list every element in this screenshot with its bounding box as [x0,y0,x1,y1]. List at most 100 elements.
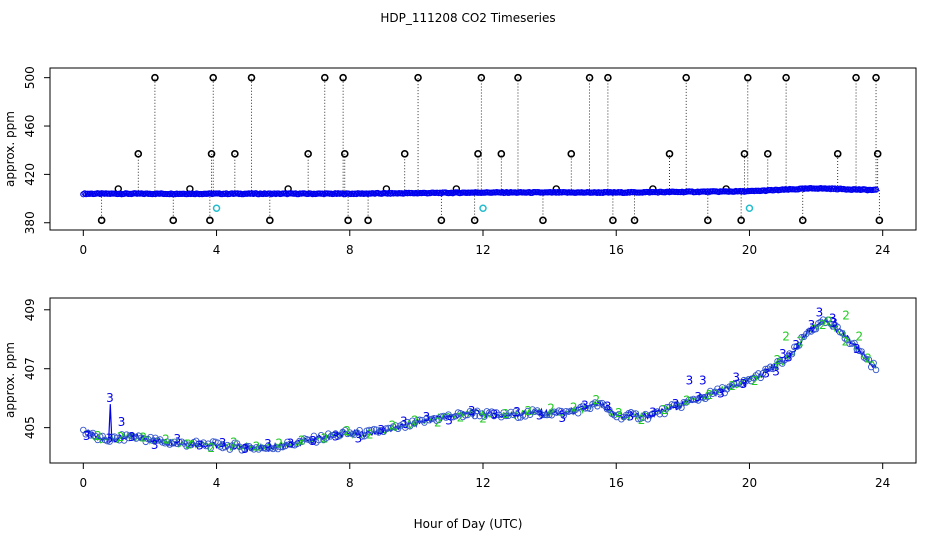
mid-outlier-point [400,150,409,158]
series-2-label: 2 [842,309,850,323]
bottom-series-point [310,432,318,440]
top-x-tick-label: 12 [475,243,490,257]
series-2-label: 2 [479,412,487,426]
bottom-series-point [413,416,421,424]
series-2-label: 2 [706,388,714,402]
bottom-series-point [634,415,642,423]
bottom-series-point [277,443,284,451]
top-y-tick-label: 460 [23,115,37,138]
bottom-series-point [541,411,548,419]
bottom-series-point [209,438,217,445]
bottom-series-point [788,350,796,358]
series-2-label: 2 [298,433,306,447]
top-x-tick-label: 4 [213,243,221,257]
mid-outlier-point [873,150,882,158]
series-3-label: 3 [853,342,861,356]
high-outlier-point [414,73,422,82]
series-2-label: 2 [819,318,827,332]
high-outlier-point [604,73,612,82]
high-outlier-point [682,73,690,82]
high-outlier-point [209,73,218,82]
high-outlier-point [151,73,159,82]
series-3-label: 3 [816,306,824,320]
bottom-series-point [812,325,820,333]
series-2-label: 2 [683,394,691,408]
bottom-series-point [481,413,488,420]
high-outlier-point [477,73,486,82]
high-outlier-point [782,73,790,82]
high-outlier-point [852,73,860,82]
bottom-series-point [512,407,519,415]
series-3-label: 3 [732,371,740,385]
series-3-label: 3 [581,398,589,412]
series-2-label: 2 [321,431,329,445]
mid-outlier-point [567,150,576,158]
series-3-label: 3 [355,431,363,445]
bottom-series-point [670,401,678,408]
series-3-label: 3 [468,404,476,418]
bottom-y-tick-label: 405 [23,416,37,439]
series-2-label: 2 [638,413,646,427]
series-3-label: 3 [332,430,340,444]
series-3-label: 3 [717,386,725,400]
high-outlier-point [247,73,256,82]
mid-outlier-point [763,150,772,158]
series-3-label: 3 [604,399,612,413]
high-outlier-point [872,73,880,82]
bottom-series-point [630,410,637,417]
bottom-series-point [447,414,455,421]
bottom-series-point [108,433,116,441]
series-3-label: 3 [626,410,634,424]
top-x-tick-label: 24 [875,243,890,257]
series-2-label: 2 [547,402,555,416]
bottom-series-point [834,323,841,331]
bottom-series-point [502,412,510,420]
series-3-label: 3 [559,411,567,425]
low-outlier-point [206,216,214,225]
mid-outlier-point [340,150,349,158]
low-outlier-point [798,216,807,225]
series-3-label: 3 [672,397,680,411]
series-3-label: 3 [699,374,707,388]
bottom-series-point [786,350,793,357]
bottom-series-point [257,444,265,452]
bottom-series-point [308,438,315,445]
top-y-tick-label: 380 [23,211,37,234]
bottom-series-point [582,405,589,412]
bottom-series-point [678,404,685,411]
series-2-label: 2 [751,374,759,388]
high-outlier-point [585,73,594,82]
bottom-series-point [462,412,469,419]
bottom-series-point [365,426,373,434]
bottom-series-point [642,410,649,418]
series-2-label: 2 [728,379,736,393]
series-3-label: 3 [106,432,114,446]
bottom-series-point [382,425,390,432]
bottom-x-tick-label: 20 [742,476,757,490]
series-2-label: 2 [94,429,102,443]
high-outlier-point [320,73,329,82]
bottom-series-point [632,410,640,417]
bottom-series-point [137,434,145,442]
series-2-label: 2 [660,403,668,417]
series-3-label: 3 [772,365,780,379]
series-2-label: 2 [275,436,283,450]
series-3-label: 3 [779,347,787,361]
series-2-label: 2 [343,424,351,438]
series-2-label: 2 [389,418,397,432]
mid-outlier-point [497,150,506,158]
series-2-label: 2 [366,428,374,442]
series-2-label: 2 [253,439,261,453]
series-2-label: 2 [502,407,510,421]
top-y-axis-label: approx. ppm [3,111,17,187]
series-3-label: 3 [196,439,204,453]
series-2-label: 2 [842,334,850,348]
bottom-series-point [406,422,414,430]
series-2-label: 2 [140,430,148,444]
bottom-y-axis-label: approx. ppm [3,342,17,418]
bottom-series-point [356,426,363,434]
series-2-label: 2 [570,400,578,414]
bottom-series-point [798,334,805,341]
x-axis-label: Hour of Day (UTC) [414,517,523,531]
bottom-series-point [658,405,666,412]
